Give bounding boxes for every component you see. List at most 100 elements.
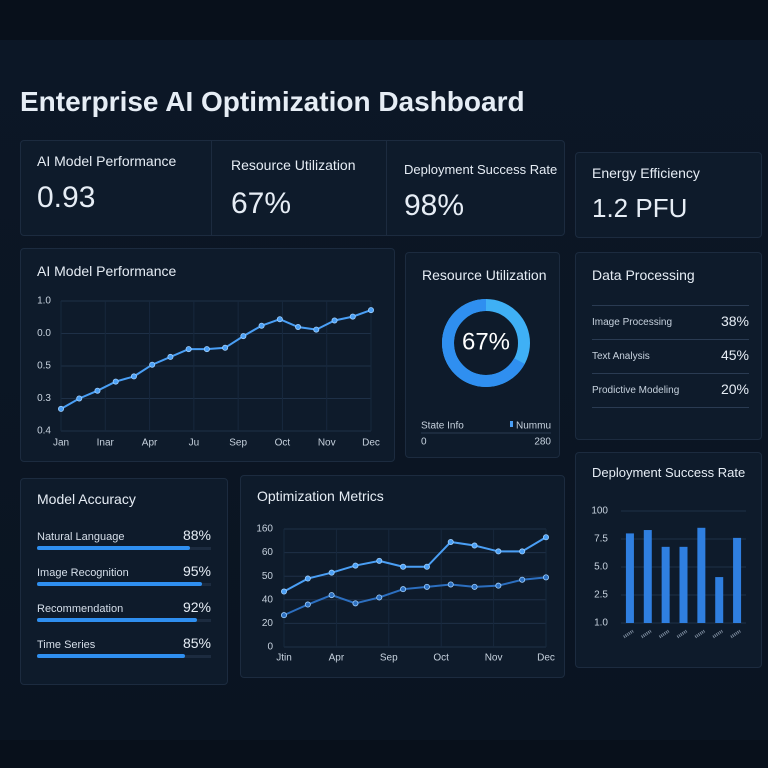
line-series: [283, 576, 547, 617]
row-value: 38%: [720, 313, 749, 329]
kpi-value: 67%: [231, 187, 292, 220]
line-series: [60, 309, 372, 410]
x-tick-label: Sep: [380, 653, 398, 664]
y-tick-label: 160: [256, 524, 273, 535]
data-point: [376, 557, 383, 564]
row-value: 88%: [182, 527, 211, 543]
data-point: [94, 387, 101, 394]
y-tick-label: 0.4: [37, 426, 51, 437]
bar: [733, 537, 742, 623]
kpi-value: 0.93: [37, 181, 96, 214]
data-point: [313, 326, 320, 333]
data-point: [400, 586, 407, 593]
donut-chart: 67% State Info Nummu 0 280: [421, 299, 551, 448]
bar: [625, 533, 634, 623]
divider: [386, 141, 387, 235]
y-tick-label: 1.0: [37, 296, 51, 307]
divider: [211, 141, 212, 235]
data-point: [130, 373, 137, 380]
data-point: [423, 563, 430, 570]
legend-marker: [510, 421, 513, 427]
data-point: [112, 378, 119, 385]
row-label: Image Recognition: [37, 567, 129, 579]
data-point: [281, 612, 288, 619]
row-label: Time Series: [37, 639, 96, 651]
y-tick-label: 50: [262, 571, 274, 582]
data-point: [203, 346, 210, 353]
y-tick-label: 5.0: [594, 562, 608, 573]
deployment-panel: Deployment Success Rate 100 7.5 5.0 2.5 1.0: [575, 452, 762, 668]
data-point: [542, 534, 549, 541]
x-tick-label: Oct: [275, 438, 291, 449]
data-point: [519, 548, 526, 555]
y-tick-label: 0.5: [37, 361, 51, 372]
data-point: [471, 542, 478, 549]
x-tick-label: Sep: [229, 438, 247, 449]
data-point: [304, 601, 311, 608]
y-tick-label: 0: [267, 642, 273, 653]
bar: [37, 618, 198, 622]
y-tick-label: 2.5: [594, 590, 608, 601]
row-list: Image Processing 38% Text Analysis 45% Prodi…: [592, 305, 749, 425]
row-label: Image Processing: [592, 317, 673, 328]
y-tick-label: 60: [262, 547, 274, 558]
x-tick-label: Jan: [53, 438, 69, 449]
y-tick-label: 40: [262, 594, 274, 605]
kpi-value: 98%: [404, 189, 465, 222]
x-tick: [676, 629, 688, 639]
data-point: [367, 307, 374, 314]
data-point: [167, 353, 174, 360]
row-divider: [592, 373, 749, 374]
scale-label: 280: [534, 437, 551, 448]
y-tick-label: 0.3: [37, 393, 51, 404]
bar: [37, 654, 185, 658]
kpi-label: AI Model Performance: [37, 153, 177, 169]
row-divider: [592, 305, 749, 306]
x-tick-label: Ju: [189, 438, 200, 449]
kpi-label: Resource Utilization: [231, 157, 356, 173]
x-tick-label: Inar: [97, 438, 115, 449]
row-label: Natural Language: [37, 531, 125, 543]
donut-arc: [442, 299, 530, 387]
row-label: Text Analysis: [592, 351, 650, 362]
x-tick: [730, 629, 741, 639]
row-label: Prodictive Modeling: [592, 385, 680, 396]
data-point: [76, 395, 83, 402]
data-point: [328, 569, 335, 576]
data-point: [447, 581, 454, 588]
data-point: [423, 583, 430, 590]
resource-panel: Resource Utilization 67% State Info Nummu 0…: [405, 252, 560, 458]
x-tick-label: Dec: [362, 438, 380, 449]
x-tick: [658, 629, 670, 639]
y-tick-label: 20: [262, 618, 274, 629]
kpi-label: Energy Efficiency: [592, 165, 700, 181]
bar-chart: 100 7.5 5.0 2.5 1.0: [591, 506, 746, 639]
bar: [679, 546, 688, 623]
y-tick-label: 100: [591, 506, 608, 517]
data-point: [447, 538, 454, 545]
donut-label: 67%: [462, 328, 510, 355]
panel-title: Model Accuracy: [37, 491, 136, 507]
row-list: Natural Language 88% Image Recognition 95% R…: [37, 527, 211, 677]
row-value: 95%: [182, 563, 211, 579]
dashboard-title: Enterprise AI Optimization Dashboard: [20, 86, 525, 117]
data-point: [185, 346, 192, 353]
x-tick-label: Apr: [329, 653, 345, 664]
kpi-value: 1.2 PFU: [592, 193, 688, 223]
data-point: [222, 344, 229, 351]
y-tick-label: 7.5: [594, 534, 608, 545]
x-tick-label: Nov: [318, 438, 336, 449]
x-tick: [623, 629, 634, 639]
bar: [661, 546, 670, 623]
bar: [715, 577, 724, 623]
panel-title: Data Processing: [592, 267, 695, 283]
x-tick-label: Apr: [142, 438, 158, 449]
scale-label: 0: [421, 437, 427, 448]
data-point: [349, 313, 356, 320]
data-point: [58, 405, 65, 412]
row-label: Recommendation: [37, 603, 124, 615]
data-point: [240, 333, 247, 340]
